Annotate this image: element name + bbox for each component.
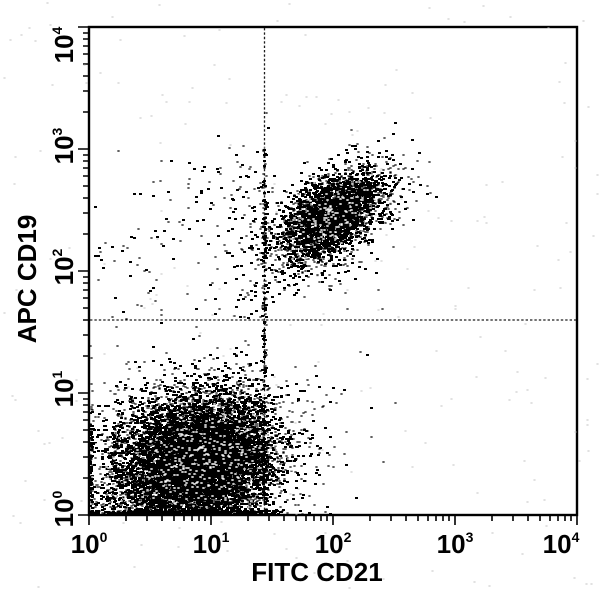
- svg-text:APC CD19: APC CD19: [12, 215, 42, 344]
- svg-text:100: 100: [49, 490, 79, 527]
- svg-text:FITC CD21: FITC CD21: [251, 557, 382, 587]
